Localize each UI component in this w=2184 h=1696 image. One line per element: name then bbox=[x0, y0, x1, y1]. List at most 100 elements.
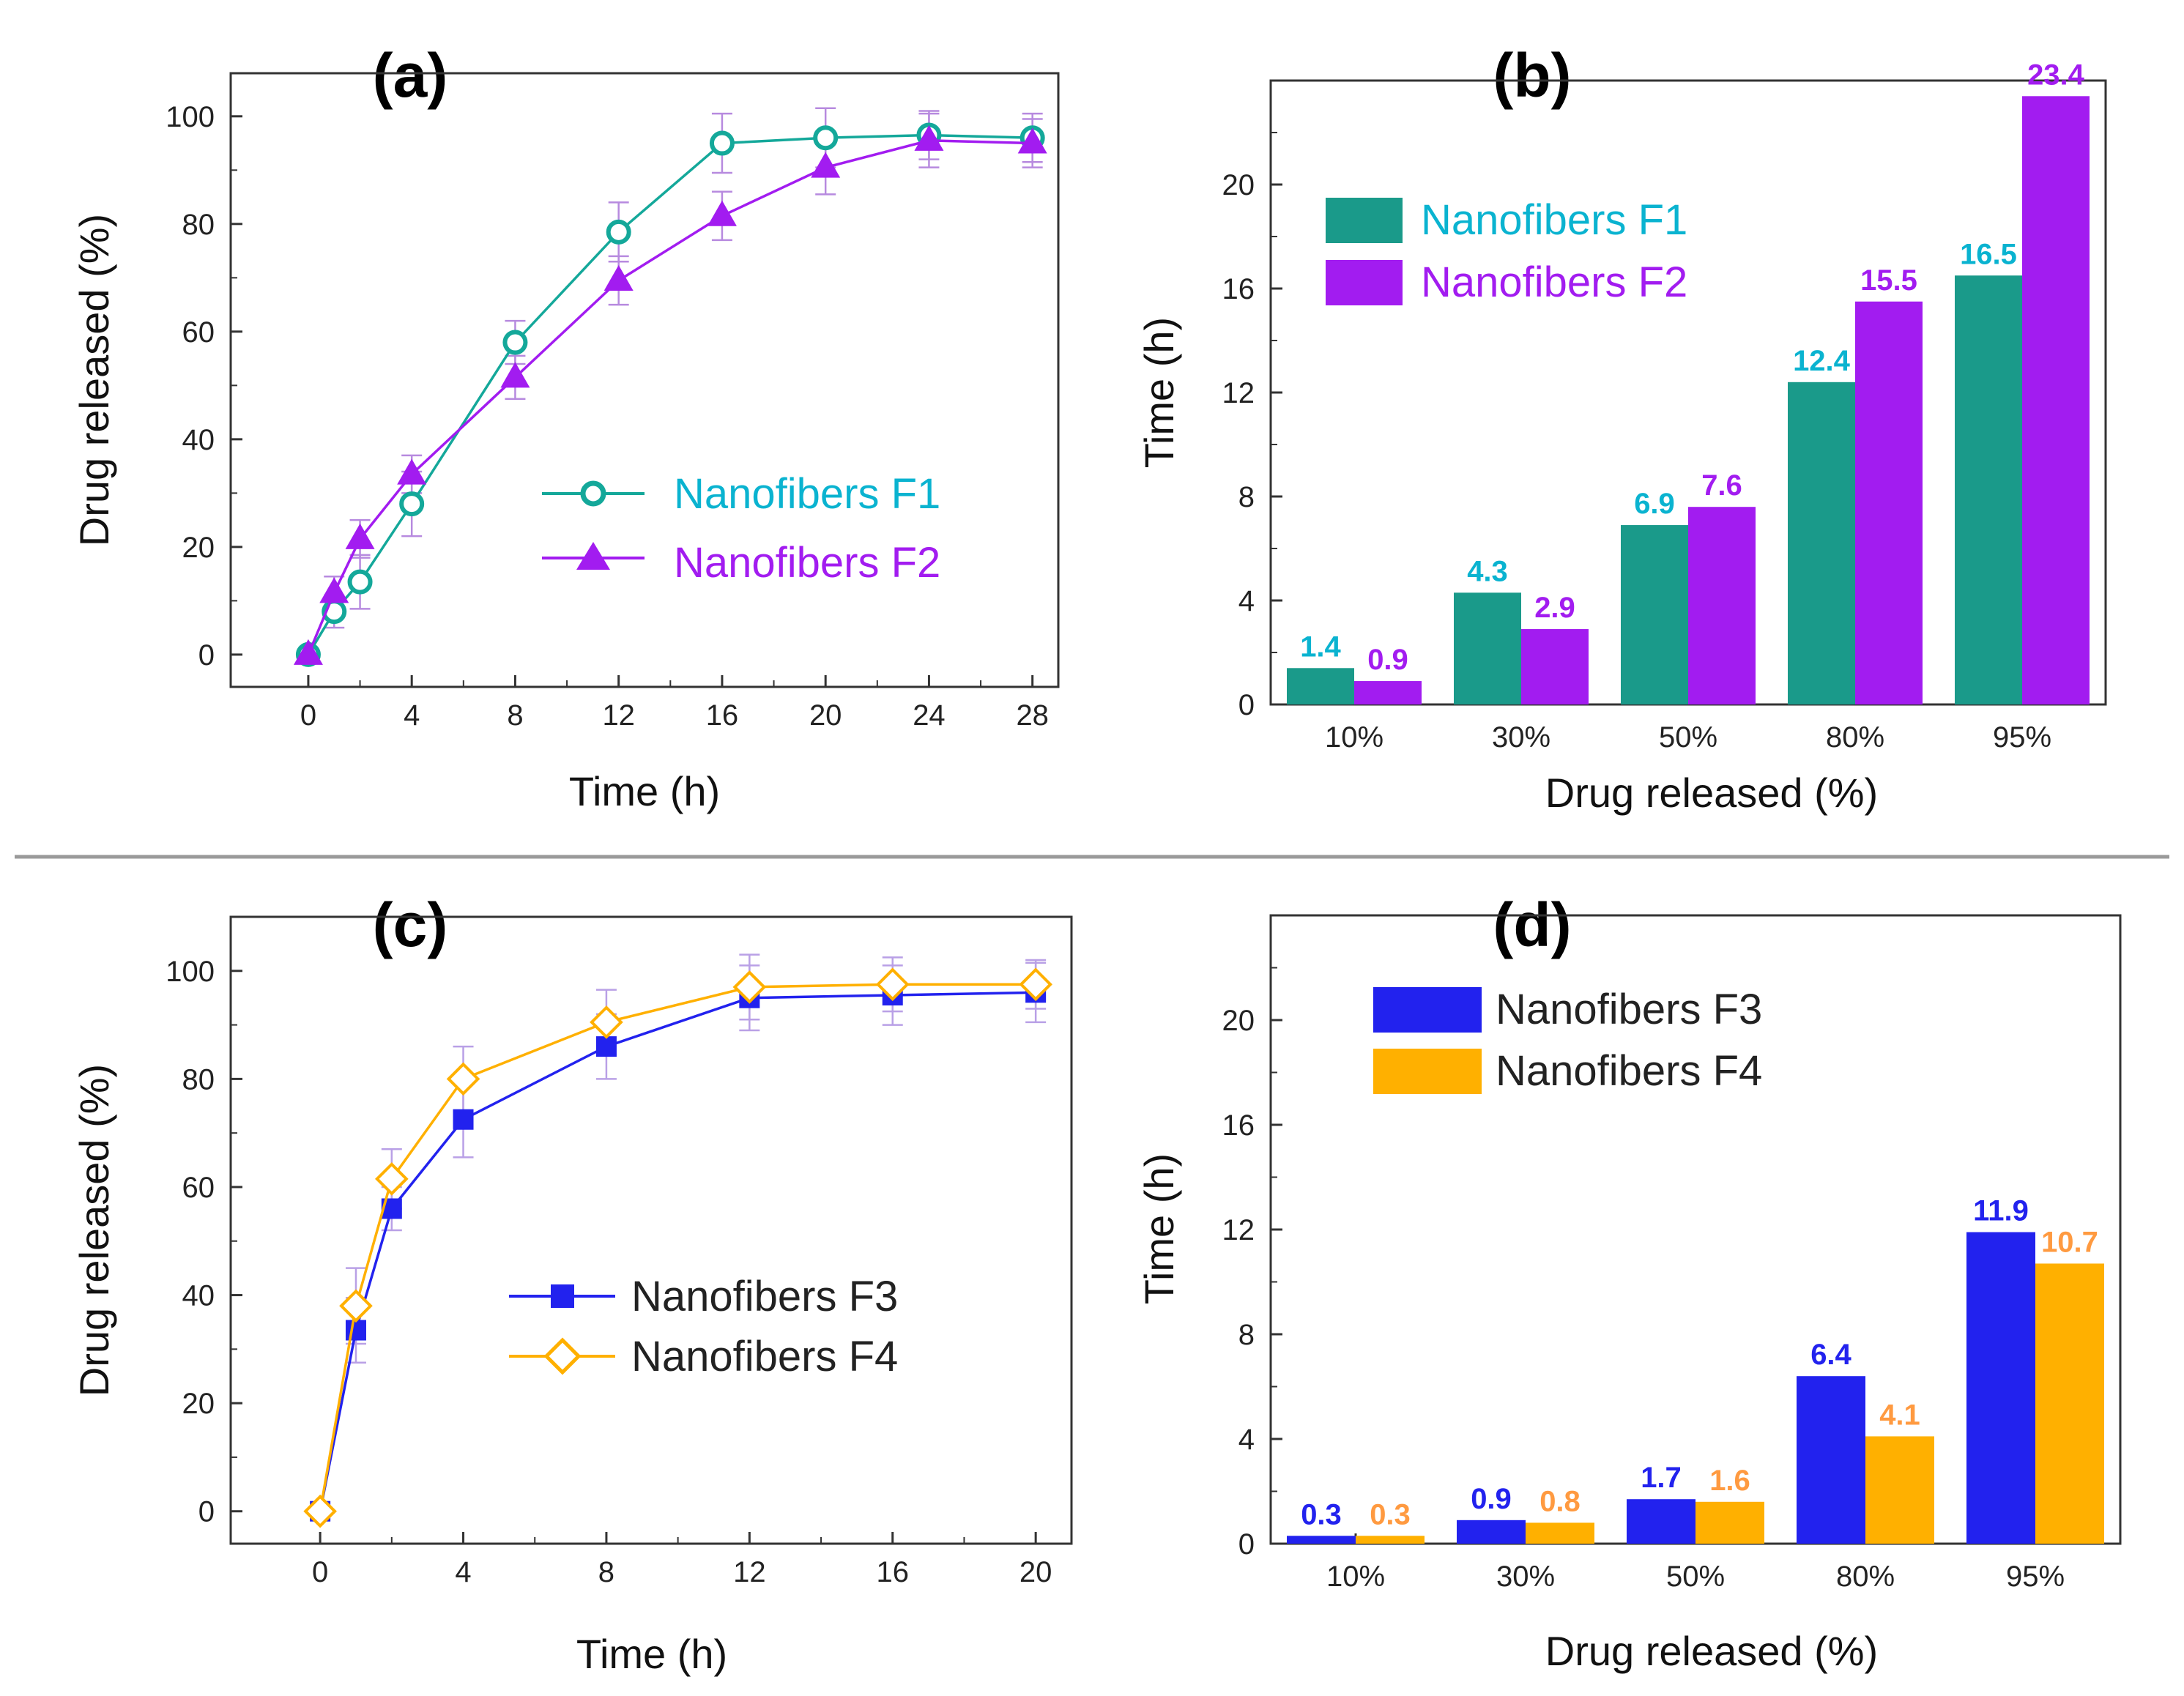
y-tick-label: 60 bbox=[182, 1172, 215, 1204]
bar-data-label: 0.9 bbox=[1471, 1483, 1512, 1515]
data-point bbox=[1019, 967, 1052, 1002]
bar-data-label: 4.1 bbox=[1879, 1399, 1920, 1431]
panel-b-xlabel: Drug released (%) bbox=[1545, 770, 1878, 816]
data-point bbox=[293, 639, 323, 665]
bar-data-label: 16.5 bbox=[1960, 238, 2017, 270]
x-tick-label: 24 bbox=[913, 699, 946, 732]
panel-b-label: (b) bbox=[1493, 41, 1571, 110]
panel-a-legend: Nanofibers F1 Nanofibers F2 bbox=[542, 470, 940, 587]
data-point bbox=[375, 1162, 409, 1196]
data-point bbox=[590, 1005, 623, 1039]
panel-d: (d) 0 4 8 12 16 20 10% 30% 50% 80% 95% 0.3 0.3 0.9 0.… bbox=[1136, 890, 2122, 1674]
bar-data-label: 6.9 bbox=[1634, 488, 1675, 520]
bar-data-label: 0.9 bbox=[1367, 644, 1408, 676]
bar-series-1 bbox=[1797, 1376, 1865, 1544]
x-tick-label: 12 bbox=[602, 699, 635, 732]
bar-data-label: 2.9 bbox=[1534, 592, 1575, 624]
y-tick-label: 4 bbox=[1238, 1424, 1255, 1456]
series-line-1 bbox=[307, 133, 1033, 655]
bar-series-1 bbox=[1621, 525, 1688, 704]
x-tick-label: 0 bbox=[312, 1556, 328, 1588]
panel-d-xlabel: Drug released (%) bbox=[1545, 1628, 1878, 1674]
x-tick-label: 16 bbox=[706, 699, 739, 732]
y-tick-label: 8 bbox=[1238, 1319, 1255, 1351]
y-tick-label: 8 bbox=[1238, 481, 1255, 513]
bar-data-label: 1.4 bbox=[1300, 631, 1341, 663]
y-tick-label: 100 bbox=[166, 101, 215, 133]
data-point bbox=[1017, 127, 1047, 154]
legend-f4-swatch bbox=[1373, 1049, 1482, 1094]
y-tick-label: 100 bbox=[166, 956, 215, 988]
legend-f1-label: Nanofibers F1 bbox=[674, 470, 940, 518]
bar-data-label: 4.3 bbox=[1467, 555, 1508, 587]
x-tick-label: 8 bbox=[507, 699, 523, 732]
legend-f3-swatch bbox=[1373, 987, 1482, 1033]
x-tick-label: 0 bbox=[300, 699, 316, 732]
x-tick-label: 50% bbox=[1666, 1561, 1725, 1593]
bar-data-label: 11.9 bbox=[1973, 1195, 2029, 1227]
x-tick-label: 4 bbox=[404, 699, 420, 732]
data-point bbox=[345, 1320, 366, 1341]
data-point bbox=[813, 125, 839, 151]
legend-f2-marker bbox=[576, 542, 610, 570]
legend-f2-swatch bbox=[1326, 260, 1403, 305]
y-tick-label: 40 bbox=[182, 1280, 215, 1312]
y-tick-label: 0 bbox=[198, 1496, 215, 1528]
series-line-2 bbox=[307, 139, 1033, 655]
panel-c-ylabel: Drug released (%) bbox=[71, 1064, 117, 1396]
data-point bbox=[709, 130, 735, 156]
panel-c-frame bbox=[229, 915, 1073, 1545]
bar-series-1 bbox=[1287, 1536, 1356, 1544]
panel-d-legend: Nanofibers F3 Nanofibers F4 bbox=[1373, 986, 1762, 1095]
data-point bbox=[732, 970, 767, 1004]
bar-data-label: 7.6 bbox=[1701, 469, 1742, 502]
bar-series-2 bbox=[1354, 681, 1422, 704]
x-tick-label: 80% bbox=[1836, 1561, 1895, 1593]
bar-data-label: 0.3 bbox=[1301, 1498, 1342, 1531]
x-tick-label: 20 bbox=[1019, 1556, 1052, 1588]
data-point bbox=[875, 967, 910, 1002]
x-tick-label: 4 bbox=[455, 1556, 471, 1588]
panel-b: (b) 0 4 8 12 16 20 10% 30% 50% 80% 95% 1.4 0.9 4.3 2.… bbox=[1136, 41, 2107, 816]
panel-c: (c) 0 20 40 60 80 100 0 4 8 12 16 20 Time (h) Drug … bbox=[71, 890, 1073, 1677]
x-tick-label: 50% bbox=[1659, 721, 1717, 754]
data-point bbox=[502, 330, 528, 355]
panel-b-ylabel: Time (h) bbox=[1136, 317, 1182, 468]
data-point bbox=[603, 265, 634, 291]
bar-data-label: 6.4 bbox=[1810, 1339, 1851, 1371]
bar-data-label: 1.6 bbox=[1709, 1465, 1750, 1497]
data-point bbox=[303, 1494, 337, 1528]
y-tick-label: 20 bbox=[182, 1388, 215, 1420]
x-tick-label: 16 bbox=[876, 1556, 909, 1588]
data-point bbox=[347, 569, 373, 595]
bar-data-label: 0.3 bbox=[1370, 1498, 1411, 1531]
bar-data-label: 15.5 bbox=[1860, 264, 1917, 297]
panel-d-ylabel: Time (h) bbox=[1136, 1153, 1182, 1304]
panel-b-legend: Nanofibers F1 Nanofibers F2 bbox=[1326, 196, 1687, 306]
y-tick-label: 80 bbox=[182, 209, 215, 241]
panel-c-legend: Nanofibers F3 Nanofibers F4 bbox=[509, 1273, 898, 1380]
x-tick-label: 8 bbox=[598, 1556, 614, 1588]
bar-data-label: 0.8 bbox=[1539, 1485, 1581, 1517]
legend-f4-label: Nanofibers F4 bbox=[1496, 1047, 1762, 1095]
bar-series-2 bbox=[2035, 1263, 2104, 1544]
bar-series-1 bbox=[1454, 592, 1521, 704]
bar-series-2 bbox=[1688, 507, 1756, 704]
bar-series-2 bbox=[1356, 1536, 1425, 1544]
panel-d-label: (d) bbox=[1493, 890, 1571, 959]
data-point bbox=[446, 1062, 480, 1096]
panel-c-xlabel: Time (h) bbox=[576, 1631, 727, 1677]
legend-f3-label: Nanofibers F3 bbox=[1496, 986, 1762, 1033]
panel-c-label: (c) bbox=[373, 890, 448, 959]
bar-series-1 bbox=[1966, 1232, 2035, 1544]
panel-a-ylabel: Drug released (%) bbox=[71, 214, 117, 546]
bar-series-2 bbox=[2022, 96, 2090, 705]
data-point bbox=[453, 1109, 474, 1130]
x-tick-label: 20 bbox=[809, 699, 842, 732]
bar-series-2 bbox=[1865, 1436, 1934, 1544]
x-tick-label: 10% bbox=[1326, 1561, 1385, 1593]
x-tick-label: 28 bbox=[1016, 699, 1049, 732]
data-point bbox=[339, 1289, 373, 1323]
y-tick-label: 60 bbox=[182, 316, 215, 349]
x-tick-label: 10% bbox=[1325, 721, 1383, 754]
